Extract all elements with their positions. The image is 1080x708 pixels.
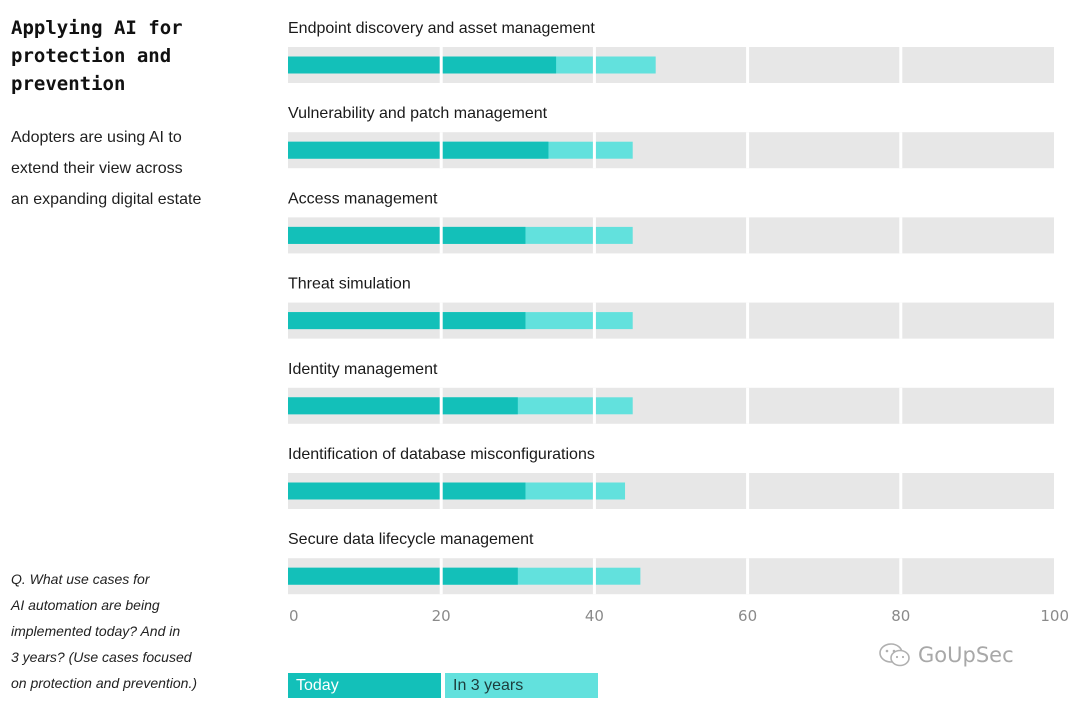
category-label: Identity management <box>288 361 438 378</box>
gridline <box>592 558 596 595</box>
legend-future: In 3 years <box>445 673 598 698</box>
category-label: Secure data lifecycle management <box>288 531 534 548</box>
gridline <box>592 217 596 254</box>
gridline <box>746 473 750 509</box>
left-panel: Applying AI for protection and preventio… <box>11 14 261 215</box>
category-label: Endpoint discovery and asset management <box>288 20 595 37</box>
gridline <box>592 473 596 509</box>
legend-today-label: Today <box>296 677 339 694</box>
gridline <box>439 132 443 169</box>
bar-today <box>288 397 518 415</box>
survey-question: Q. What use cases for AI automation are … <box>11 571 198 691</box>
x-tick-label: 20 <box>432 607 451 625</box>
gridline <box>592 132 596 169</box>
gridline <box>899 302 903 339</box>
gridline <box>899 132 903 169</box>
bar-today <box>288 56 557 74</box>
legend-today: Today <box>288 673 441 698</box>
x-tick-label: 80 <box>891 607 910 625</box>
bar-today <box>288 312 526 330</box>
gridline <box>746 132 750 169</box>
watermark-text: GoUpSec <box>918 643 1014 667</box>
gridline <box>899 217 903 254</box>
gridline <box>899 558 903 595</box>
gridline <box>592 47 596 83</box>
gridline <box>899 473 903 509</box>
chart-title: Applying AI for protection and preventio… <box>11 17 183 95</box>
gridline <box>899 47 903 83</box>
category-label: Threat simulation <box>288 276 411 293</box>
gridline <box>746 302 750 339</box>
bar-today <box>288 482 526 500</box>
chart-subtitle: Adopters are using AI to extend their vi… <box>11 129 202 208</box>
category-label: Identification of database misconfigurat… <box>288 446 595 463</box>
gridline <box>746 47 750 83</box>
bar-today <box>288 226 526 244</box>
gridline <box>746 387 750 424</box>
gridline <box>439 217 443 254</box>
category-label: Vulnerability and patch management <box>288 105 548 122</box>
gridline <box>439 387 443 424</box>
x-tick-label: 100 <box>1040 607 1069 625</box>
gridline <box>592 302 596 339</box>
wechat-icon <box>879 643 910 667</box>
legend-future-label: In 3 years <box>453 677 524 694</box>
gridline <box>746 558 750 595</box>
gridline <box>439 302 443 339</box>
x-tick-label: 40 <box>585 607 604 625</box>
legend: Today In 3 years <box>288 673 598 698</box>
x-tick-label: 0 <box>289 607 299 625</box>
gridline <box>439 47 443 83</box>
gridline <box>899 387 903 424</box>
category-label: Access management <box>288 190 438 207</box>
gridline <box>592 387 596 424</box>
gridline <box>746 217 750 254</box>
bar-today <box>288 141 549 159</box>
gridline <box>439 473 443 509</box>
gridline <box>439 558 443 595</box>
bar-today <box>288 567 518 585</box>
x-tick-label: 60 <box>738 607 757 625</box>
watermark: GoUpSec <box>878 642 1014 668</box>
